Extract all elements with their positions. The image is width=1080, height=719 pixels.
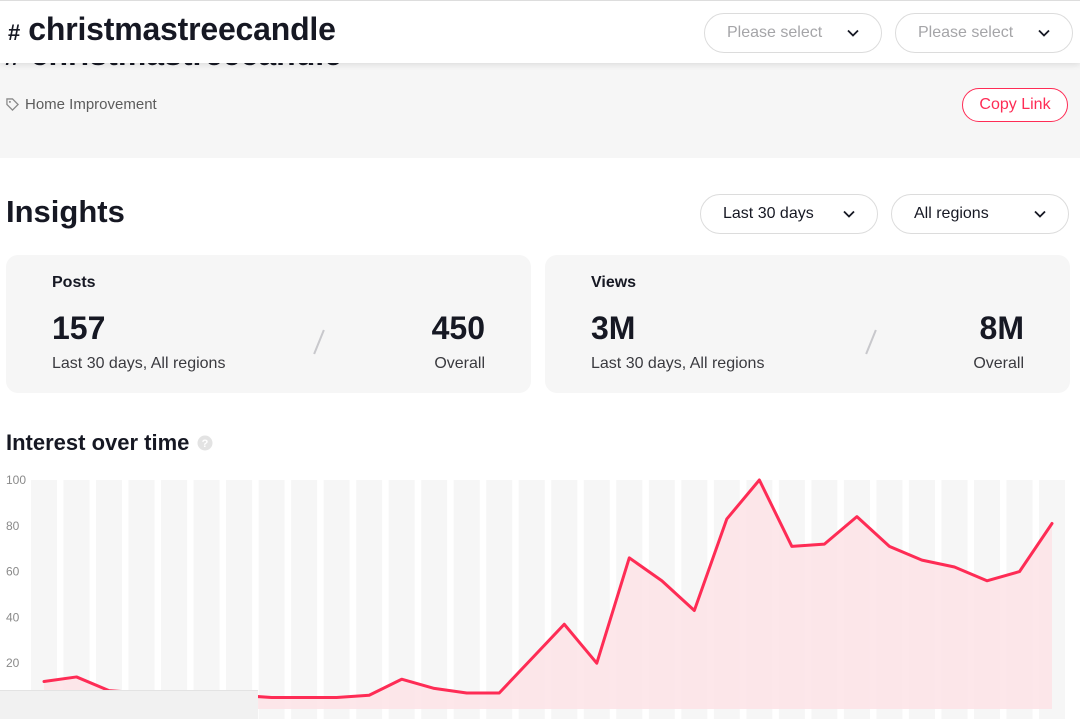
data-point[interactable] xyxy=(755,476,763,484)
overall-views-value: 8M xyxy=(979,310,1024,346)
tag-icon xyxy=(6,98,19,111)
sticky-header: # christmastreecandle Please select Plea… xyxy=(0,0,1080,63)
interest-chart: 20 40 60 80 100 xyxy=(6,473,1065,719)
chart-band xyxy=(453,480,480,719)
views-card: Views 3M Last 30 days, All regions 8M Ov… xyxy=(545,255,1070,393)
data-point[interactable] xyxy=(333,694,341,702)
chart-band xyxy=(323,480,350,719)
chart-band xyxy=(486,480,513,719)
divider xyxy=(313,329,325,355)
y-tick-label: 20 xyxy=(6,656,20,670)
interest-area xyxy=(44,480,1052,709)
data-point[interactable] xyxy=(983,577,991,585)
overall-caption: Overall xyxy=(973,355,1024,372)
data-point[interactable] xyxy=(853,513,861,521)
hashtag-name: christmastreecandle xyxy=(28,11,336,47)
data-point[interactable] xyxy=(430,684,438,692)
region-select[interactable]: All regions xyxy=(891,194,1069,234)
card-label: Posts xyxy=(52,274,96,291)
data-point[interactable] xyxy=(690,607,698,615)
divider xyxy=(865,329,877,355)
recent-caption: Last 30 days, All regions xyxy=(591,355,765,372)
hashtag-symbol: # xyxy=(8,20,21,45)
chart-band xyxy=(356,480,383,719)
data-point[interactable] xyxy=(723,515,731,523)
select-placeholder: Please select xyxy=(918,24,1014,41)
chart-band xyxy=(421,480,448,719)
y-tick-label: 40 xyxy=(6,610,20,624)
data-point[interactable] xyxy=(658,577,666,585)
card-label: Views xyxy=(591,274,637,291)
horizontal-scrollbar[interactable] xyxy=(0,690,258,719)
data-point[interactable] xyxy=(1048,520,1056,528)
y-tick-label: 80 xyxy=(6,519,20,533)
help-icon[interactable]: ? xyxy=(197,435,213,451)
svg-text:?: ? xyxy=(202,438,209,450)
period-select[interactable]: Last 30 days xyxy=(700,194,878,234)
data-point[interactable] xyxy=(73,673,81,681)
data-point[interactable] xyxy=(1015,568,1023,576)
data-point[interactable] xyxy=(398,675,406,683)
chart-band xyxy=(258,480,285,719)
chevron-down-icon xyxy=(1034,210,1046,218)
period-value: Last 30 days xyxy=(723,205,814,222)
data-point[interactable] xyxy=(560,620,568,628)
header-select-1[interactable]: Please select xyxy=(704,13,882,53)
y-tick-label: 60 xyxy=(6,565,20,579)
header-select-2[interactable]: Please select xyxy=(895,13,1073,53)
chevron-down-icon xyxy=(843,210,855,218)
page-title: # christmastreecandle xyxy=(8,11,336,48)
data-point[interactable] xyxy=(495,689,503,697)
chart-band xyxy=(193,480,220,719)
data-point[interactable] xyxy=(788,542,796,550)
overall-posts-value: 450 xyxy=(431,310,485,346)
interest-title: Interest over time xyxy=(6,430,190,455)
data-point[interactable] xyxy=(528,655,536,663)
data-point[interactable] xyxy=(918,556,926,564)
chart-band xyxy=(96,480,123,719)
data-point[interactable] xyxy=(365,691,373,699)
category-label: Home Improvement xyxy=(25,96,157,113)
y-tick-label: 100 xyxy=(6,473,26,487)
overall-caption: Overall xyxy=(434,355,485,372)
data-point[interactable] xyxy=(268,694,276,702)
data-point[interactable] xyxy=(950,563,958,571)
recent-views-value: 3M xyxy=(591,310,636,346)
recent-posts-value: 157 xyxy=(52,310,106,346)
insights-heading: Insights xyxy=(6,194,125,229)
data-point[interactable] xyxy=(463,689,471,697)
chart-band xyxy=(291,480,318,719)
category-tag[interactable]: Home Improvement xyxy=(6,96,157,113)
data-point[interactable] xyxy=(885,542,893,550)
select-placeholder: Please select xyxy=(727,24,823,41)
interest-heading: Interest over time ? xyxy=(6,430,213,456)
data-point[interactable] xyxy=(820,540,828,548)
data-point[interactable] xyxy=(625,554,633,562)
chart-band xyxy=(226,480,253,719)
copy-link-button[interactable]: Copy Link xyxy=(962,88,1068,122)
data-point[interactable] xyxy=(40,678,48,686)
chart-band xyxy=(161,480,188,719)
posts-card: Posts 157 Last 30 days, All regions 450 … xyxy=(6,255,531,393)
data-point[interactable] xyxy=(593,659,601,667)
recent-caption: Last 30 days, All regions xyxy=(52,355,226,372)
chevron-down-icon xyxy=(847,29,859,37)
data-point[interactable] xyxy=(300,694,308,702)
region-value: All regions xyxy=(914,205,989,222)
chevron-down-icon xyxy=(1038,29,1050,37)
chart-band xyxy=(128,480,155,719)
